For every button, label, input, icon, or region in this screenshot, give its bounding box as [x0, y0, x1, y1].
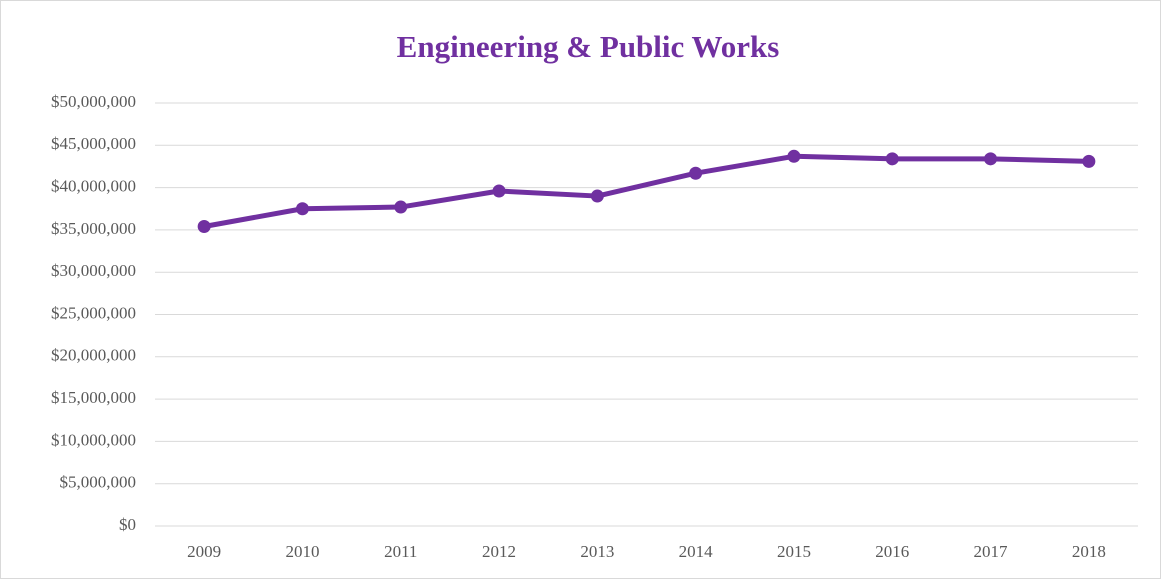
- y-tick-label: $25,000,000: [51, 303, 136, 322]
- line-marker: [1082, 154, 1096, 168]
- line-marker: [295, 202, 309, 216]
- line-marker: [590, 189, 604, 203]
- x-tick-label: 2012: [482, 542, 516, 561]
- line-marker: [787, 149, 801, 163]
- y-tick-label: $10,000,000: [51, 430, 136, 449]
- y-tick-label: $45,000,000: [51, 134, 136, 153]
- y-tick-label: $0: [119, 515, 136, 534]
- x-tick-label: 2017: [974, 542, 1009, 561]
- y-tick-label: $20,000,000: [51, 346, 136, 365]
- line-marker: [689, 166, 703, 180]
- x-tick-label: 2018: [1072, 542, 1106, 561]
- line-marker: [197, 220, 211, 234]
- chart-title: Engineering & Public Works: [397, 29, 780, 64]
- line-series: [201, 153, 1092, 230]
- y-tick-label: $5,000,000: [60, 473, 137, 492]
- line-marker: [492, 184, 506, 198]
- line-marker: [885, 152, 899, 166]
- x-tick-label: 2011: [384, 542, 417, 561]
- x-tick-label: 2009: [187, 542, 221, 561]
- y-tick-label: $30,000,000: [51, 261, 136, 280]
- y-tick-label: $35,000,000: [51, 219, 136, 238]
- y-tick-label: $50,000,000: [51, 92, 136, 111]
- x-tick-label: 2016: [875, 542, 909, 561]
- x-tick-label: 2013: [580, 542, 614, 561]
- y-tick-label: $40,000,000: [51, 177, 136, 196]
- line-marker: [984, 152, 998, 166]
- x-tick-label: 2014: [679, 542, 714, 561]
- line-marker: [394, 200, 408, 214]
- y-tick-label: $15,000,000: [51, 388, 136, 407]
- x-tick-label: 2010: [285, 542, 319, 561]
- x-tick-label: 2015: [777, 542, 811, 561]
